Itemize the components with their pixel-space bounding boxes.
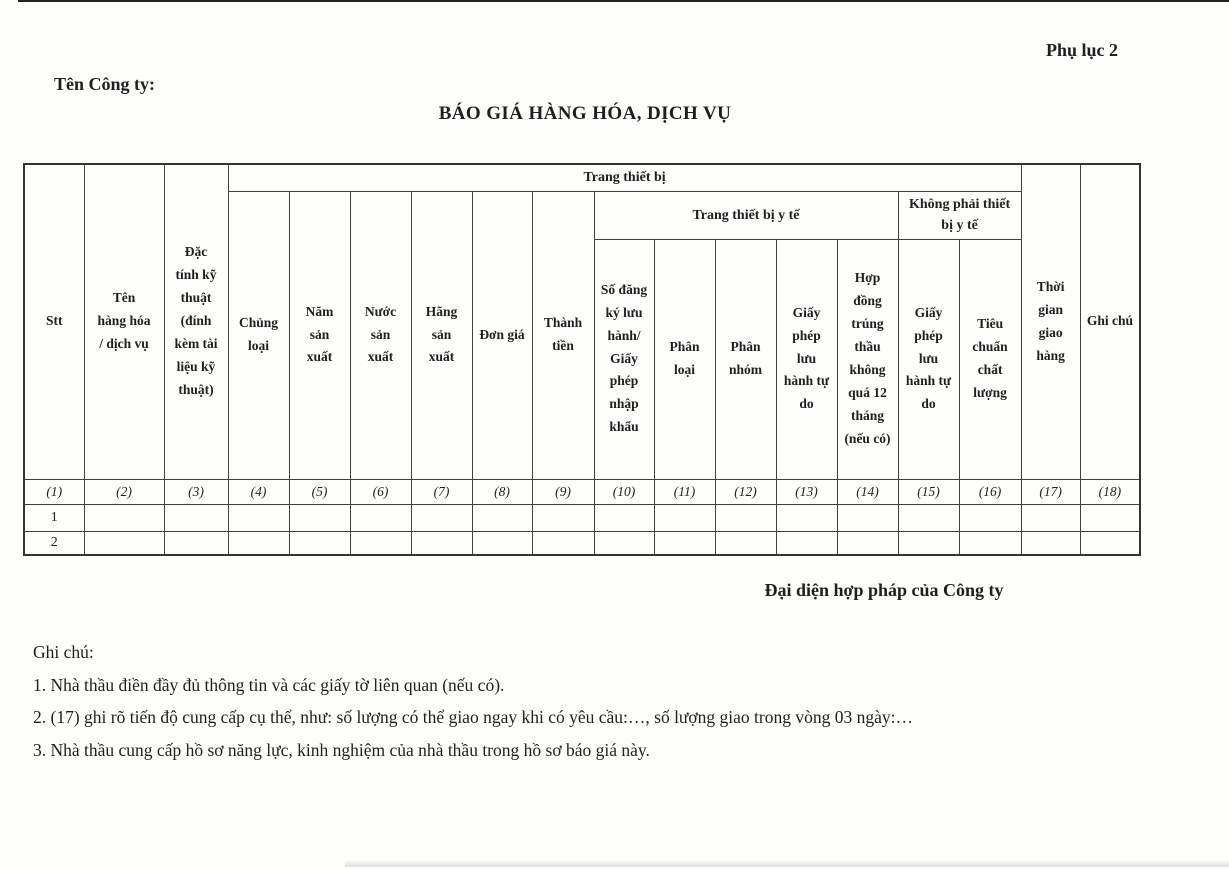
header-free-sale-certificate-medical: Giấy phép lưu hành tự do bbox=[775, 238, 838, 480]
column-number: (8) bbox=[471, 478, 533, 506]
empty-cell bbox=[83, 504, 165, 533]
header-note: Ghi chú bbox=[1079, 163, 1141, 480]
header-type: Chủng loại bbox=[227, 190, 290, 480]
column-number: (7) bbox=[410, 478, 473, 506]
company-name-label: Tên Công ty: bbox=[54, 74, 156, 94]
empty-cell bbox=[775, 504, 838, 533]
note-item: 3. Nhà thầu cung cấp hồ sơ năng lực, kin… bbox=[33, 739, 650, 760]
empty-cell bbox=[163, 504, 229, 533]
header-subgroup: Phân nhóm bbox=[714, 238, 777, 480]
column-number: (4) bbox=[227, 478, 290, 506]
header-free-sale-certificate-non-medical: Giấy phép lưu hành tự do bbox=[897, 238, 960, 480]
empty-cell bbox=[410, 504, 473, 533]
header-amount: Thành tiền bbox=[531, 190, 595, 480]
table-row: 2 bbox=[23, 531, 1141, 556]
notes-section: Ghi chú: 1. Nhà thầu điền đầy đủ thông t… bbox=[33, 641, 1208, 771]
header-unit-price: Đơn giá bbox=[471, 190, 533, 480]
appendix-label: Phụ lục 2 bbox=[1046, 40, 1119, 60]
empty-cell bbox=[349, 504, 412, 533]
empty-cell bbox=[163, 531, 229, 556]
empty-cell bbox=[531, 531, 595, 556]
row-stt: 1 bbox=[23, 504, 85, 533]
note-item: 2. (17) ghi rõ tiến độ cung cấp cụ thể, … bbox=[33, 707, 913, 727]
empty-cell bbox=[593, 531, 655, 556]
empty-cell bbox=[714, 504, 777, 533]
quotation-table: Stt Tên hàng hóa / dịch vụ Đặc tính kỹ t… bbox=[23, 163, 1142, 556]
empty-cell bbox=[288, 504, 351, 533]
column-number: (14) bbox=[836, 478, 899, 506]
header-production-year: Năm sản xuất bbox=[288, 190, 351, 480]
note-item: 1. Nhà thầu điền đầy đủ thông tin và các… bbox=[33, 674, 505, 695]
legal-representative-label: Đại diện hợp pháp của Công ty bbox=[764, 580, 1004, 600]
empty-cell bbox=[288, 531, 351, 556]
empty-cell bbox=[653, 504, 716, 533]
empty-cell bbox=[410, 531, 473, 556]
empty-cell bbox=[897, 504, 960, 533]
empty-cell bbox=[227, 504, 290, 533]
header-group-medical-equipment: Trang thiết bị y tế bbox=[593, 190, 899, 240]
column-number: (13) bbox=[775, 478, 838, 506]
header-classification: Phân loại bbox=[653, 238, 716, 480]
scan-artifact-top-line bbox=[18, 0, 1229, 2]
column-number: (15) bbox=[897, 478, 960, 506]
empty-cell bbox=[1020, 531, 1081, 556]
empty-cell bbox=[1079, 531, 1141, 556]
column-number: (5) bbox=[288, 478, 351, 506]
column-number: (12) bbox=[714, 478, 777, 506]
empty-cell bbox=[349, 531, 412, 556]
header-winning-contract: Hợp đồng trúng thầu không quá 12 tháng (… bbox=[836, 238, 899, 480]
empty-cell bbox=[714, 531, 777, 556]
empty-cell bbox=[593, 504, 655, 533]
empty-cell bbox=[958, 504, 1022, 533]
empty-cell bbox=[958, 531, 1022, 556]
column-number: (3) bbox=[163, 478, 229, 506]
header-registration-number: Số đăng ký lưu hành/ Giấy phép nhập khẩu bbox=[593, 238, 655, 480]
empty-cell bbox=[836, 504, 899, 533]
column-number: (2) bbox=[83, 478, 165, 506]
header-group-non-medical-equipment: Không phải thiết bị y tế bbox=[897, 190, 1022, 240]
header-item-name: Tên hàng hóa / dịch vụ bbox=[83, 163, 165, 480]
column-number: (18) bbox=[1079, 478, 1141, 506]
header-quality-standard: Tiêu chuẩn chất lượng bbox=[958, 238, 1022, 480]
header-production-country: Nước sản xuất bbox=[349, 190, 412, 480]
empty-cell bbox=[83, 531, 165, 556]
header-manufacturer: Hãng sản xuất bbox=[410, 190, 473, 480]
page-title: BÁO GIÁ HÀNG HÓA, DỊCH VỤ bbox=[438, 103, 732, 124]
column-number: (9) bbox=[531, 478, 595, 506]
header-delivery-time: Thời gian giao hàng bbox=[1020, 163, 1081, 480]
column-number: (6) bbox=[349, 478, 412, 506]
empty-cell bbox=[531, 504, 595, 533]
header-stt: Stt bbox=[23, 163, 85, 480]
column-number: (10) bbox=[593, 478, 655, 506]
column-number: (16) bbox=[958, 478, 1022, 506]
empty-cell bbox=[471, 504, 533, 533]
empty-cell bbox=[1079, 504, 1141, 533]
empty-cell bbox=[653, 531, 716, 556]
column-number: (17) bbox=[1020, 478, 1081, 506]
column-number: (11) bbox=[653, 478, 716, 506]
header-technical-spec: Đặc tính kỹ thuật (đính kèm tài liệu kỹ … bbox=[163, 163, 229, 480]
table-row: 1 bbox=[23, 504, 1141, 533]
row-stt: 2 bbox=[23, 531, 85, 556]
empty-cell bbox=[836, 531, 899, 556]
empty-cell bbox=[775, 531, 838, 556]
empty-cell bbox=[471, 531, 533, 556]
header-group-equipment: Trang thiết bị bbox=[227, 163, 1022, 192]
notes-heading: Ghi chú: bbox=[33, 642, 94, 662]
column-number: (1) bbox=[23, 478, 85, 506]
empty-cell bbox=[897, 531, 960, 556]
scan-artifact-bottom-band bbox=[345, 861, 1229, 867]
empty-cell bbox=[1020, 504, 1081, 533]
empty-cell bbox=[227, 531, 290, 556]
